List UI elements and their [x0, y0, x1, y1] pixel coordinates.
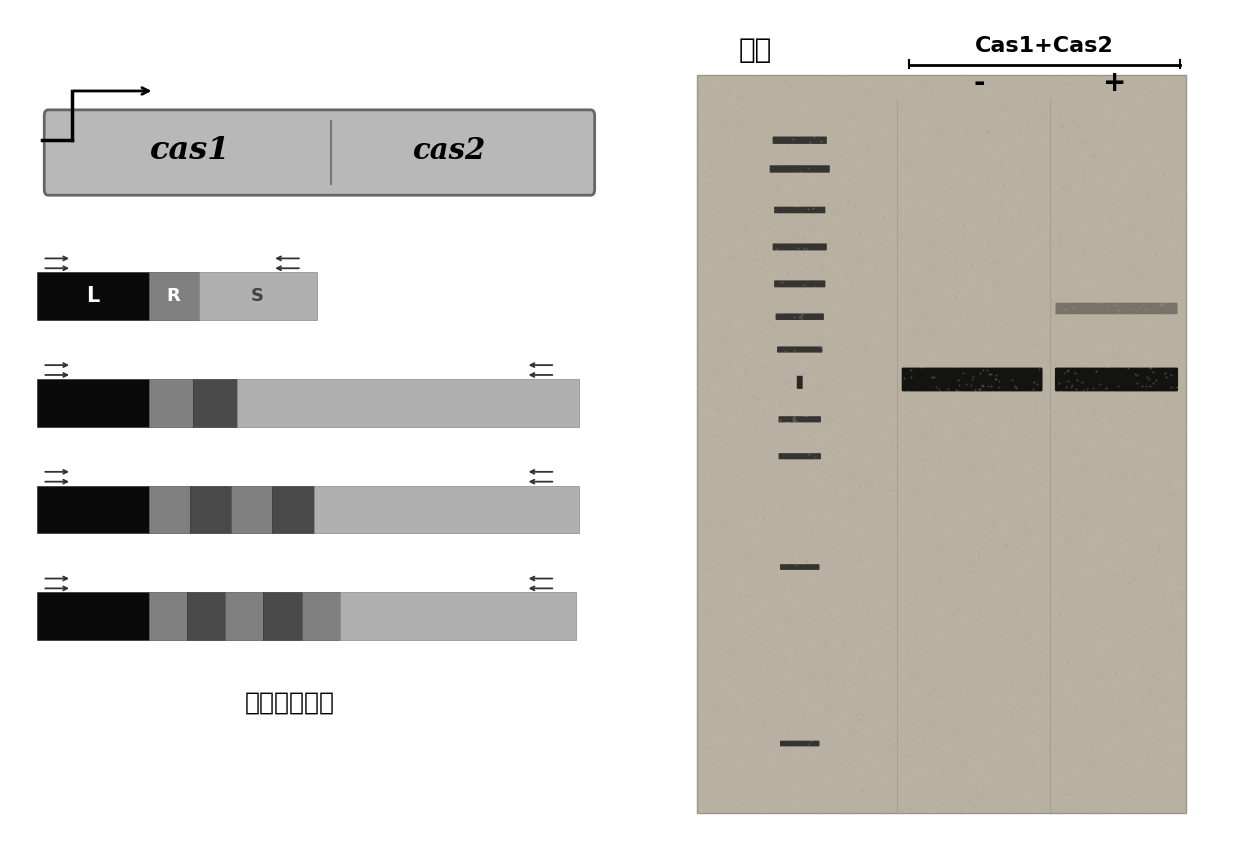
Bar	[314, 486, 579, 534]
Bar	[192, 379, 237, 427]
Bar	[37, 486, 149, 534]
Bar	[263, 593, 301, 640]
Bar	[37, 273, 149, 320]
Text: cas2: cas2	[413, 137, 486, 165]
FancyBboxPatch shape	[45, 109, 595, 195]
FancyBboxPatch shape	[773, 137, 827, 144]
Text: Cas1+Cas2: Cas1+Cas2	[975, 36, 1114, 56]
FancyBboxPatch shape	[773, 244, 827, 251]
FancyBboxPatch shape	[779, 416, 821, 422]
FancyBboxPatch shape	[780, 740, 820, 746]
Bar	[340, 593, 575, 640]
Bar	[149, 593, 187, 640]
FancyBboxPatch shape	[1055, 303, 1178, 315]
Bar	[37, 379, 149, 427]
FancyBboxPatch shape	[780, 564, 820, 570]
Text: R: R	[166, 287, 180, 305]
Bar	[190, 486, 231, 534]
Bar	[149, 379, 192, 427]
Bar	[198, 273, 316, 320]
FancyBboxPatch shape	[774, 207, 826, 213]
FancyBboxPatch shape	[779, 453, 821, 459]
FancyBboxPatch shape	[1055, 368, 1178, 392]
Bar	[273, 486, 314, 534]
Bar	[226, 593, 263, 640]
Bar	[37, 593, 149, 640]
Text: L: L	[86, 286, 99, 306]
FancyBboxPatch shape	[797, 376, 802, 389]
Text: -: -	[973, 68, 986, 97]
FancyBboxPatch shape	[774, 280, 826, 287]
Bar	[231, 486, 273, 534]
Bar	[697, 74, 1185, 813]
Bar	[149, 486, 190, 534]
FancyBboxPatch shape	[777, 346, 822, 352]
FancyBboxPatch shape	[775, 314, 823, 320]
Text: S: S	[250, 287, 264, 305]
Bar	[237, 379, 579, 427]
Text: 诺导: 诺导	[739, 36, 773, 64]
FancyBboxPatch shape	[901, 368, 1043, 392]
Text: +: +	[1104, 68, 1127, 97]
Bar	[149, 273, 198, 320]
Bar	[301, 593, 340, 640]
FancyBboxPatch shape	[770, 165, 830, 173]
Bar	[187, 593, 226, 640]
Text: （内源阵列）: （内源阵列）	[246, 691, 335, 715]
Text: cas1: cas1	[150, 135, 231, 167]
